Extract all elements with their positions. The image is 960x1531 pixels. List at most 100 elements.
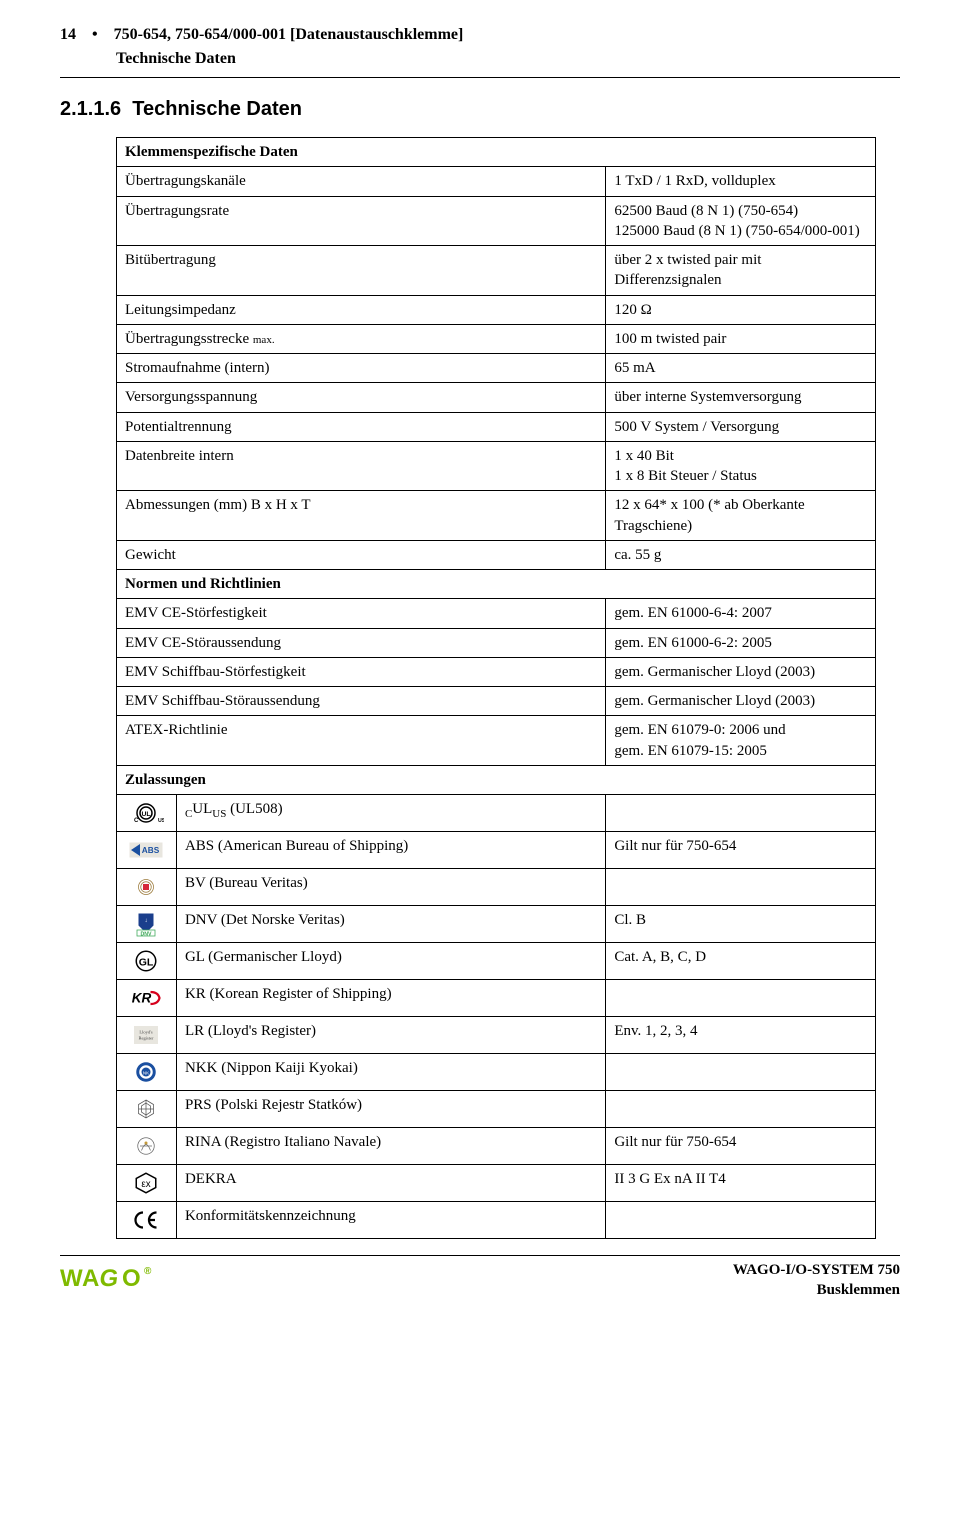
row-label: Versorgungsspannung (117, 383, 606, 412)
row-value: 500 V System / Versorgung (606, 412, 876, 441)
svg-text:G: G (98, 1265, 120, 1292)
cert-icon-lr: Lloyd'sRegister (117, 1017, 177, 1054)
row-label: Potentialtrennung (117, 412, 606, 441)
page-footer: W A G O ® WAGO-I/O-SYSTEM 750 Busklemmen (60, 1255, 900, 1301)
row-value: ca. 55 g (606, 540, 876, 569)
cert-name: PRS (Polski Rejestr Statków) (176, 1091, 605, 1128)
cert-name: DNV (Det Norske Veritas) (176, 906, 605, 943)
svg-text:W: W (60, 1265, 83, 1292)
cert-value (606, 869, 876, 906)
cert-name: LR (Lloyd's Register) (176, 1017, 605, 1054)
row-label: EMV CE-Störfestigkeit (117, 599, 606, 628)
footer-text: WAGO-I/O-SYSTEM 750 Busklemmen (733, 1260, 900, 1301)
footer-line2: Busklemmen (733, 1280, 900, 1300)
svg-text:C: C (134, 818, 139, 824)
svg-text:↓: ↓ (145, 918, 148, 924)
footer-divider (60, 1255, 900, 1256)
svg-text:US: US (158, 818, 164, 824)
cert-icon-rina (117, 1128, 177, 1165)
page-number: 14 (60, 24, 76, 46)
group3-title: Zulassungen (117, 765, 876, 794)
cert-name: Konformitätskennzeichnung (176, 1202, 605, 1239)
row-value: 1 x 40 Bit 1 x 8 Bit Steuer / Status (606, 441, 876, 491)
row-value: 65 mA (606, 354, 876, 383)
header-subtitle: Technische Daten (116, 48, 900, 70)
cert-value: Gilt nur für 750-654 (606, 832, 876, 869)
row-value: 12 x 64* x 100 (* ab Oberkante Tragschie… (606, 491, 876, 541)
cert-icon-nkk: NK (117, 1054, 177, 1091)
cert-value: Cl. B (606, 906, 876, 943)
row-value: über 2 x twisted pair mit Differenzsigna… (606, 246, 876, 296)
group2-title: Normen und Richtlinien (117, 570, 876, 599)
row-value: 62500 Baud (8 N 1) (750-654) 125000 Baud… (606, 196, 876, 246)
section-number: 2.1.1.6 (60, 98, 121, 120)
row-label: ATEX-Richtlinie (117, 716, 606, 766)
header-divider (60, 77, 900, 78)
row-label: Übertragungsstrecke max. (117, 324, 606, 353)
cert-icon-abs: ABS (117, 832, 177, 869)
technical-data-table: Klemmenspezifische Daten Übertragungskan… (116, 137, 876, 1239)
row-value: 100 m twisted pair (606, 324, 876, 353)
cert-value: Cat. A, B, C, D (606, 943, 876, 980)
row-label: EMV Schiffbau-Störfestigkeit (117, 657, 606, 686)
cert-name-ul: CULUS (UL508) (176, 795, 605, 832)
page-header: 14 • 750-654, 750-654/000-001 [Datenaust… (60, 24, 900, 46)
header-bullet: • (92, 24, 98, 46)
cert-icon-ce (117, 1202, 177, 1239)
row-label: EMV CE-Störaussendung (117, 628, 606, 657)
row-label: Gewicht (117, 540, 606, 569)
section-heading: 2.1.1.6 Technische Daten (60, 96, 900, 123)
row-value: über interne Systemversorgung (606, 383, 876, 412)
cert-name: RINA (Registro Italiano Navale) (176, 1128, 605, 1165)
row-value: gem. EN 61000-6-4: 2007 (606, 599, 876, 628)
footer-line1: WAGO-I/O-SYSTEM 750 (733, 1260, 900, 1280)
svg-text:O: O (122, 1265, 141, 1292)
cert-icon-ul: ULC US (117, 795, 177, 832)
cert-value: Env. 1, 2, 3, 4 (606, 1017, 876, 1054)
svg-text:KR: KR (132, 991, 152, 1006)
row-label: Übertragungsrate (117, 196, 606, 246)
group1-title: Klemmenspezifische Daten (117, 138, 876, 167)
cert-value (606, 980, 876, 1017)
cert-name: KR (Korean Register of Shipping) (176, 980, 605, 1017)
row-value: gem. Germanischer Lloyd (2003) (606, 687, 876, 716)
row-label: Leitungsimpedanz (117, 295, 606, 324)
svg-text:ABS: ABS (142, 846, 160, 855)
cert-icon-ex: εx (117, 1165, 177, 1202)
cert-value (606, 1202, 876, 1239)
svg-text:Register: Register (139, 1036, 154, 1041)
svg-text:Lloyd's: Lloyd's (140, 1030, 154, 1035)
svg-text:GL: GL (139, 957, 154, 969)
row-label: Stromaufnahme (intern) (117, 354, 606, 383)
cert-name: ABS (American Bureau of Shipping) (176, 832, 605, 869)
svg-text:®: ® (144, 1266, 152, 1277)
svg-text:UL: UL (142, 811, 151, 818)
row-label: EMV Schiffbau-Störaussendung (117, 687, 606, 716)
section-title: Technische Daten (132, 98, 302, 120)
cert-name: DEKRA (176, 1165, 605, 1202)
row-label: Datenbreite intern (117, 441, 606, 491)
cert-value: II 3 G Ex nA II T4 (606, 1165, 876, 1202)
cert-icon-bv (117, 869, 177, 906)
row-label: Übertragungskanäle (117, 167, 606, 196)
cert-value (606, 795, 876, 832)
svg-text:DNV: DNV (141, 931, 153, 937)
row-label: Abmessungen (mm) B x H x T (117, 491, 606, 541)
svg-text:NK: NK (143, 1070, 149, 1075)
cert-icon-kr: KR (117, 980, 177, 1017)
row-value: gem. Germanischer Lloyd (2003) (606, 657, 876, 686)
cert-icon-dnv: ↓ DNV (117, 906, 177, 943)
cert-name: BV (Bureau Veritas) (176, 869, 605, 906)
cert-value (606, 1054, 876, 1091)
cert-name: NKK (Nippon Kaiji Kyokai) (176, 1054, 605, 1091)
cert-name: GL (Germanischer Lloyd) (176, 943, 605, 980)
row-value: gem. EN 61000-6-2: 2005 (606, 628, 876, 657)
svg-text:εx: εx (142, 1179, 151, 1190)
cert-icon-prs (117, 1091, 177, 1128)
header-title: 750-654, 750-654/000-001 [Datenaustausch… (114, 24, 464, 46)
row-value: 120 Ω (606, 295, 876, 324)
cert-icon-gl: GL (117, 943, 177, 980)
row-value: 1 TxD / 1 RxD, vollduplex (606, 167, 876, 196)
cert-value: Gilt nur für 750-654 (606, 1128, 876, 1165)
cert-value (606, 1091, 876, 1128)
